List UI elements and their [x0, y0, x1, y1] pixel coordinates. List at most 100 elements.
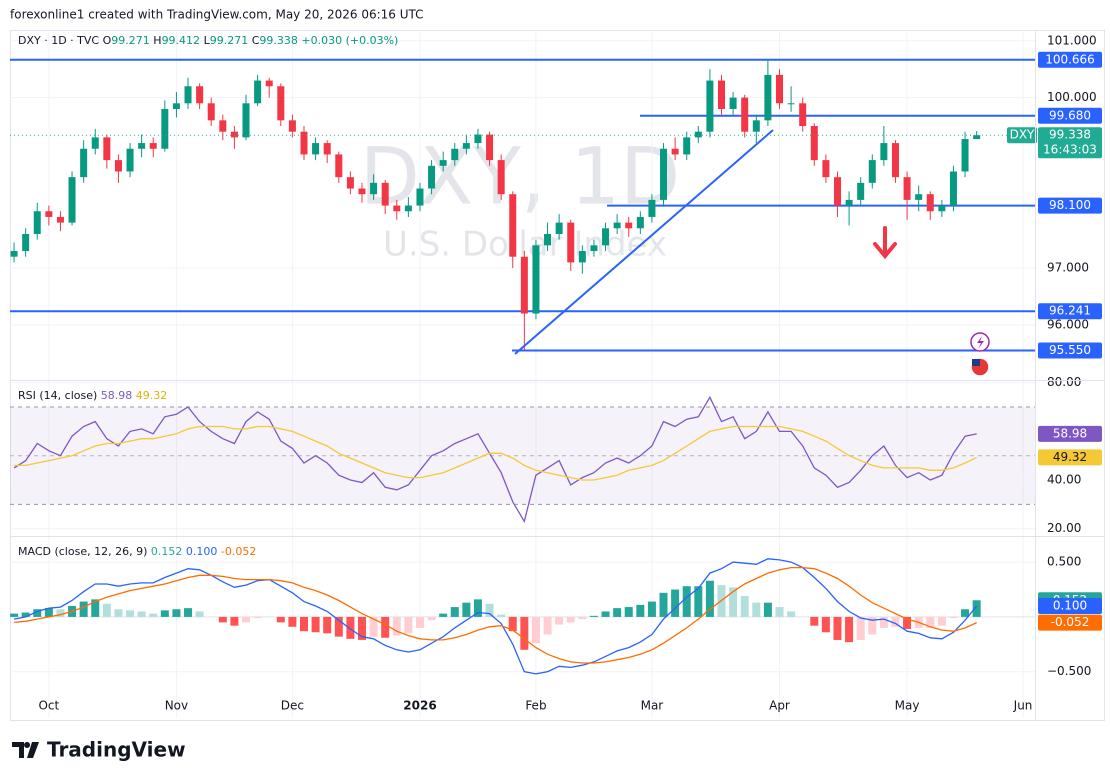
candle-body [602, 228, 610, 246]
histogram-bar [323, 616, 332, 634]
histogram-bar [56, 609, 65, 617]
x-tick-label: Nov [165, 699, 188, 713]
x-tick-label: Mar [641, 699, 664, 713]
candle-body [567, 222, 575, 263]
x-tick-label: 2026 [403, 699, 436, 713]
candle-body [428, 165, 436, 189]
histogram-bar [647, 601, 656, 617]
ohlc-prefix: C [252, 34, 260, 47]
last-tag-box [1007, 127, 1037, 144]
histogram-bar [926, 616, 935, 628]
candle-body [404, 205, 412, 212]
x-tick-label: Dec [281, 699, 304, 713]
histogram-bar [334, 616, 343, 637]
level-label-box [1038, 342, 1102, 359]
y-tick-label: 20.00 [1047, 521, 1081, 535]
watermark: DXY, 1D [360, 132, 680, 222]
y-tick-label: 40.00 [1047, 473, 1081, 487]
candle-body [462, 143, 470, 149]
y-tick-label: 96.000 [1047, 317, 1089, 331]
value-label-box [1038, 597, 1102, 614]
candle-body [439, 160, 447, 166]
histogram-bar [763, 602, 772, 617]
candle-body [613, 222, 621, 229]
histogram-bar [462, 602, 471, 617]
histogram-bar [845, 616, 854, 643]
y-tick-label: 101.000 [1047, 33, 1097, 47]
histogram-bar [694, 586, 703, 617]
last-price-box [1038, 127, 1102, 159]
down-arrow [873, 226, 897, 260]
histogram-bar [439, 613, 448, 617]
candle-body [381, 182, 389, 206]
candle-body [451, 148, 459, 161]
histogram-bar [253, 616, 262, 619]
candle-body [10, 251, 18, 257]
candle-body [265, 80, 273, 87]
histogram-bar [126, 610, 135, 617]
candle-body [103, 137, 111, 161]
candle-body [891, 143, 899, 178]
value-label: 0.100 [1053, 598, 1087, 612]
histogram-bar [288, 616, 297, 627]
histogram-bar [114, 609, 123, 617]
rsi-legend: RSI (14, close) 58.98 49.32 [18, 389, 167, 402]
level-label: 95.550 [1049, 343, 1091, 357]
candle-body [80, 148, 88, 178]
histogram-bar [415, 616, 424, 628]
hist-value: 0.152 [151, 545, 183, 558]
histogram-bar [172, 609, 181, 617]
x-tick-label: Oct [38, 699, 59, 713]
histogram-bar [589, 615, 598, 617]
y-tick-label: 80.00 [1047, 375, 1081, 389]
macd-value: 0.100 [186, 545, 218, 558]
histogram-bar [937, 616, 946, 626]
x-tick-label: Apr [769, 699, 790, 713]
candle-body [903, 177, 911, 200]
candle-body [114, 160, 122, 172]
candle-body [346, 177, 354, 189]
candle-body [775, 74, 783, 104]
flag-canton [972, 359, 980, 366]
histogram-bar [879, 616, 888, 628]
histogram-bar [79, 601, 88, 617]
candle-body [335, 154, 343, 178]
candle-body [625, 222, 633, 229]
candle-body [509, 194, 517, 257]
level-label: 99.680 [1049, 108, 1091, 122]
histogram-bar [91, 599, 100, 617]
histogram-bar [810, 616, 819, 626]
candle-body [961, 139, 969, 172]
candle-body [555, 222, 563, 234]
ohlc-value: 99.338 [259, 34, 298, 47]
logo: TradingView [12, 738, 186, 762]
candle-body [358, 188, 366, 195]
candle-body [230, 131, 238, 138]
histogram-bar [473, 599, 482, 617]
symbol: DXY · 1D · TVC [18, 34, 99, 47]
candle-body [219, 120, 227, 132]
candle-body [300, 131, 308, 155]
histogram-bar [311, 616, 320, 633]
candle-body [764, 74, 772, 121]
histogram-bar [613, 608, 622, 617]
candle-body [648, 199, 656, 217]
candle-body [393, 205, 401, 212]
plot-layer: Oct Nov Dec 2026 Feb Mar Apr May Jun 101.000 100.0… [10, 30, 1102, 718]
rsi-title: RSI (14, close) [18, 389, 97, 402]
histogram-bar [160, 610, 169, 617]
candle-body [683, 137, 691, 155]
macd-title: MACD (close, 12, 26, 9) [18, 545, 147, 558]
histogram-bar [555, 616, 564, 625]
histogram-bar [961, 609, 970, 617]
candle-body [694, 131, 702, 138]
candle-body [741, 97, 749, 132]
candle-body [636, 216, 644, 229]
histogram-bar [392, 616, 401, 636]
histogram-bar [44, 608, 53, 617]
candle-body [833, 177, 841, 206]
change: +0.030 [301, 34, 342, 47]
histogram-bar [497, 614, 506, 617]
histogram-bar [195, 611, 204, 617]
histogram-bar [787, 611, 796, 617]
